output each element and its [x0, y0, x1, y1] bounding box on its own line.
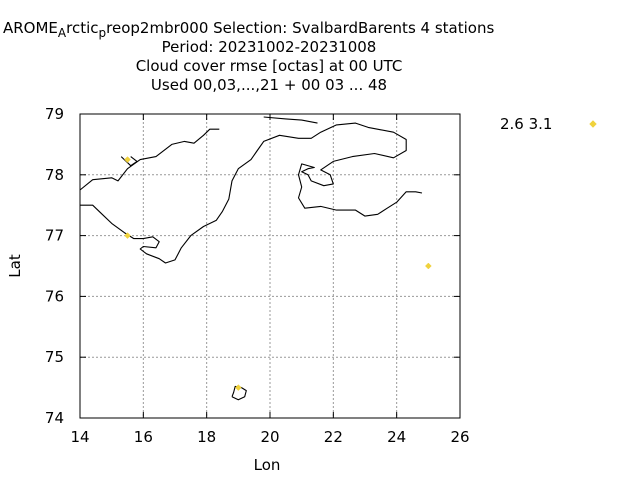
- title-line2: Period: 20231002-20231008: [162, 38, 377, 56]
- station-point: [424, 262, 432, 270]
- y-tick-label: 75: [45, 348, 64, 366]
- x-tick-label: 20: [260, 428, 279, 446]
- grid: [80, 114, 460, 418]
- title-line4: Used 00,03,...,21 + 00 03 ... 48: [151, 76, 387, 94]
- y-tick-label: 79: [45, 105, 64, 123]
- y-tick-label: 78: [45, 166, 64, 184]
- coastline: [263, 116, 318, 124]
- station-point: [234, 384, 242, 391]
- station-point: [124, 232, 131, 239]
- y-tick-label: 77: [45, 227, 64, 245]
- y-axis-label: Lat: [6, 254, 24, 278]
- coastline-map: [79, 116, 423, 401]
- x-tick-label: 14: [70, 428, 89, 446]
- station-point: [124, 156, 131, 163]
- x-axis-label: Lon: [254, 456, 281, 474]
- y-tick-label: 74: [45, 409, 64, 427]
- coastline: [79, 128, 220, 191]
- data-points: [124, 156, 432, 391]
- x-tick-label: 18: [197, 428, 216, 446]
- title-line1: AROMEArcticpreop2mbr000 Selection: Svalb…: [3, 19, 494, 40]
- title-line3: Cloud cover rmse [octas] at 00 UTC: [136, 57, 403, 75]
- x-tick-label: 26: [450, 428, 469, 446]
- x-tick-label: 16: [134, 428, 153, 446]
- x-ticks: 14 16 18 20 22 24 26: [70, 114, 470, 446]
- y-ticks: 74 75 76 77 78 79: [45, 105, 460, 427]
- x-tick-label: 22: [324, 428, 343, 446]
- legend: 2.6 3.1: [500, 115, 597, 133]
- legend-marker: [589, 120, 597, 128]
- coastline: [231, 385, 247, 401]
- coastline: [80, 122, 423, 264]
- legend-label: 2.6 3.1: [500, 115, 552, 133]
- x-tick-label: 24: [387, 428, 406, 446]
- y-tick-label: 76: [45, 287, 64, 305]
